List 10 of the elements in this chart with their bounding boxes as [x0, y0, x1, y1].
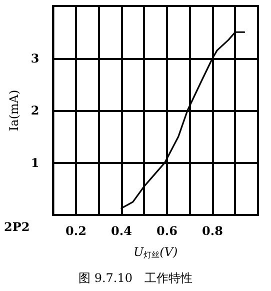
y-axis-title: Ia(mA) [7, 90, 21, 132]
x-tick-label: 0.2 [66, 224, 86, 238]
x-tick-label: 0.8 [202, 224, 223, 238]
y-tick-label: 2 [30, 104, 40, 118]
x-tick-label: 0.6 [156, 224, 178, 238]
y-tick-label: 3 [30, 51, 40, 66]
text: 图 9.7.10 工作特性 [78, 271, 192, 285]
y-tick-label: 1 [30, 156, 40, 170]
x-tick-label: 0.4 [111, 224, 132, 238]
text: 2P2 [4, 220, 30, 234]
